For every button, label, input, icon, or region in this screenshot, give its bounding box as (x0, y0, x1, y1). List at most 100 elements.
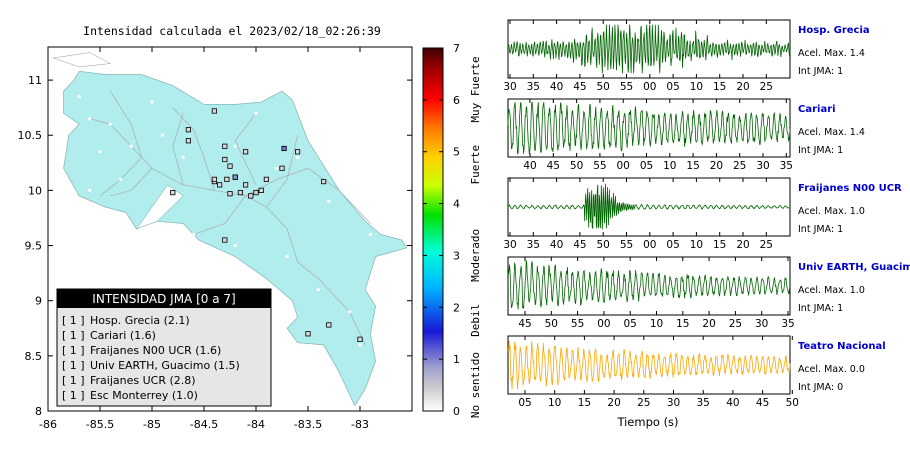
waveform-tick-label: 35 (780, 160, 793, 172)
waveform-tick-label: 05 (624, 318, 637, 330)
map-y-tick-label: 10 (28, 184, 42, 197)
waveform-tick-label: 20 (736, 239, 749, 251)
map-x-ticks: -86 -85.5 -85 -84.5 -84 -83.5 -83 (39, 47, 369, 431)
waveform-tick-label: 10 (548, 397, 561, 409)
station-marker (281, 145, 287, 152)
station-name: Teatro Nacional (798, 341, 886, 352)
waveform-tick-label: 15 (676, 318, 689, 330)
station-marker (305, 331, 311, 337)
max-acceleration: Acel. Max. 1.0 (798, 285, 865, 296)
jma-intensity: Int JMA: 1 (798, 145, 843, 156)
town-dot (192, 232, 196, 237)
legend-item-level: [ 1 ] (62, 344, 85, 357)
waveform-tick-label: 45 (547, 160, 560, 172)
waveform-tick-label: 50 (597, 239, 610, 251)
road (193, 195, 246, 235)
waveform-tick-label: 10 (663, 160, 676, 172)
town-dot (88, 188, 92, 192)
waveform-panel: 45 50 55 00 05 10 15 20 25 30 35 Univ EARTH, Guacim… (507, 256, 910, 330)
legend-item-level: [ 1 ] (62, 314, 85, 327)
station-marker (224, 176, 230, 182)
jma-intensity: Int JMA: 1 (798, 224, 843, 235)
legend-header: INTENSIDAD JMA [0 a 7] (92, 292, 235, 306)
intensity-map: -86 -85.5 -85 -84.5 -84 -83.5 -83 11 10.5 10 9.5 9… (18, 46, 413, 431)
waveform-tick-label: 00 (597, 318, 610, 330)
map-y-tick-label: 9.5 (25, 240, 43, 253)
waveform-tick-label: 20 (710, 160, 723, 172)
legend-item-level: [ 1 ] (62, 359, 85, 372)
colorbar-tick-label: 4 (453, 198, 460, 211)
colorbar-tick-label: 1 (453, 353, 460, 366)
town-dot (160, 133, 164, 137)
town-dot (181, 155, 185, 159)
legend-item-level: [ 1 ] (62, 389, 85, 402)
waveform-tick-label: 15 (713, 239, 726, 251)
waveform-tick-label: 35 (781, 318, 794, 330)
map-legend: INTENSIDAD JMA [0 a 7] [ 1 ] Hosp. Grecia… (56, 288, 272, 407)
colorbar-category-label: Moderado (469, 229, 482, 282)
station-name: Cariari (798, 104, 836, 115)
station-name: Fraijanes N00 UCR (798, 183, 902, 194)
colorbar-category-label: No sentido (469, 352, 482, 418)
map-x-tick-label: -83 (351, 418, 369, 431)
waveform-tick-label: 20 (736, 81, 749, 93)
colorbar-gradient (422, 47, 444, 412)
map-y-tick-label: 11 (28, 74, 42, 87)
town-dot (275, 166, 279, 170)
jma-intensity: Int JMA: 0 (798, 382, 843, 393)
map-y-tick-label: 9 (35, 295, 42, 308)
town-dot (150, 100, 154, 104)
station-marker (357, 336, 363, 342)
station-marker (227, 191, 233, 197)
town-dot (202, 100, 206, 104)
costa-rica-landmass (63, 70, 408, 407)
legend-item-level: [ 1 ] (62, 374, 85, 387)
road (172, 113, 184, 185)
waveform-tick-label: 25 (760, 239, 773, 251)
colorbar-category-label: Fuerte (469, 145, 482, 185)
waveform-tick-label: 10 (690, 239, 703, 251)
waveform-frame (507, 335, 791, 395)
jma-intensity: Int JMA: 1 (798, 66, 843, 77)
road-network (77, 90, 372, 347)
station-marker (294, 149, 301, 155)
waveform-tick-label: 15 (686, 160, 699, 172)
station-marker (326, 322, 332, 328)
waveform-tick-label: 05 (666, 239, 679, 251)
jma-intensity: Int JMA: 1 (798, 303, 843, 314)
station-marker (211, 176, 217, 182)
waveform-tick-label: 05 (640, 160, 653, 172)
town-dot (77, 95, 81, 99)
waveform-trace (507, 101, 791, 155)
legend-item-name: Esc Monterrey (1.0) (90, 389, 198, 402)
waveform-trace (507, 183, 791, 230)
legend-box (56, 288, 272, 407)
waveform-tick-label: 45 (573, 239, 586, 251)
max-acceleration: Acel. Max. 1.0 (798, 206, 865, 217)
waveform-tick-label: 35 (697, 397, 710, 409)
lake-nicaragua-shore (53, 52, 112, 68)
station-name: Hosp. Grecia (798, 25, 870, 36)
town-dot (285, 254, 289, 259)
map-x-tick-label: -83.5 (294, 418, 322, 431)
waveform-trace (507, 340, 791, 390)
legend-item-name: Cariari (1.6) (90, 329, 156, 342)
road (234, 112, 257, 186)
colorbar-ticks: 0 1 2 3 4 5 6 7 (423, 42, 460, 418)
waveform-tick-label: 40 (550, 81, 563, 93)
legend-item-name: Fraijanes N00 UCR (1.6) (90, 344, 221, 357)
station-marker (258, 187, 264, 193)
map-x-tick-label: -84 (247, 418, 265, 431)
legend-items: [ 1 ] Hosp. Grecia (2.1) [ 1 ] Cariari (1.6… (62, 314, 240, 402)
station-marker (237, 189, 243, 196)
colorbar-category-label: Muy Fuerte (469, 56, 482, 122)
waveform-tick-label: 35 (527, 81, 540, 93)
waveform-panel: 30 35 40 45 50 55 00 05 10 15 20 25 Fraijanes N00 UC… (503, 177, 902, 251)
waveform-tick-label: 50 (570, 160, 583, 172)
waveform-tick-label: 00 (617, 160, 630, 172)
station-marker (185, 138, 191, 144)
road (110, 168, 153, 197)
legend-item-name: Hosp. Grecia (2.1) (90, 314, 190, 327)
waveform-tick-label: 40 (523, 160, 536, 172)
